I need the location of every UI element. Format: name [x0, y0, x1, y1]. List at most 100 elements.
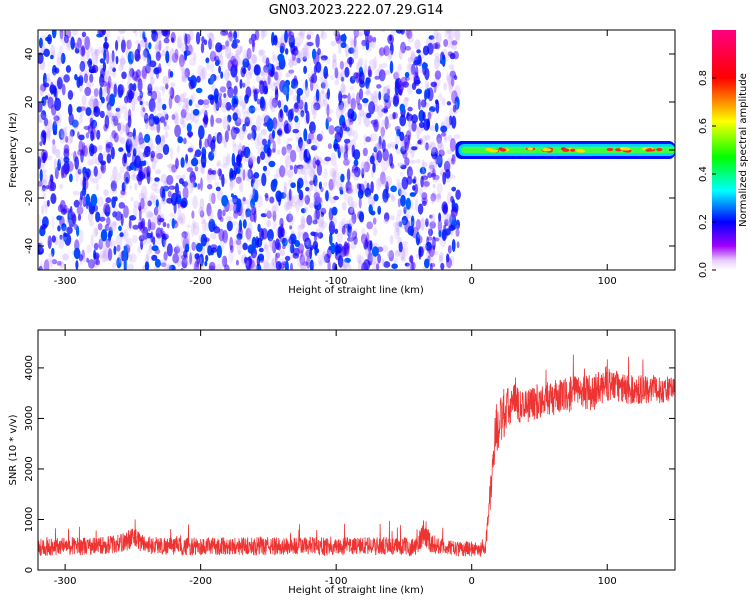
noise-speck: [164, 131, 169, 139]
noise-speck: [275, 227, 279, 238]
x-tick-label: 0: [469, 276, 475, 287]
noise-speck: [397, 81, 405, 93]
noise-speck: [160, 134, 166, 147]
noise-speck: [192, 108, 200, 116]
noise-speck: [386, 143, 392, 149]
noise-speck: [69, 129, 75, 137]
noise-speck: [272, 217, 277, 230]
noise-speck: [432, 175, 439, 183]
noise-speck: [138, 207, 142, 221]
noise-speck: [238, 95, 244, 107]
noise-speck: [181, 119, 187, 129]
noise-speck: [226, 220, 233, 232]
noise-speck: [419, 187, 423, 197]
noise-speck: [433, 55, 441, 70]
noise-speck: [153, 206, 159, 216]
noise-speck: [213, 55, 220, 62]
noise-speck: [90, 47, 94, 56]
noise-speck: [181, 257, 188, 269]
noise-speck: [143, 30, 147, 36]
noise-speck: [320, 89, 325, 95]
noise-speck: [359, 88, 363, 100]
noise-speck: [81, 31, 87, 38]
noise-speck: [358, 255, 364, 265]
noise-speck: [167, 68, 172, 79]
noise-speck: [384, 116, 389, 130]
noise-speck: [293, 194, 300, 204]
noise-speck: [155, 51, 161, 61]
noise-speck: [223, 96, 230, 102]
noise-speck: [431, 36, 436, 49]
noise-speck: [38, 265, 43, 270]
noise-speck: [437, 193, 441, 198]
noise-speck: [424, 79, 430, 91]
noise-speck: [305, 79, 308, 91]
noise-speck: [451, 77, 455, 87]
noise-speck: [287, 168, 294, 179]
noise-speck: [314, 141, 320, 149]
noise-speck: [397, 220, 403, 229]
noise-speck: [41, 179, 48, 187]
noise-speck: [149, 125, 157, 131]
noise-speck: [258, 49, 264, 58]
noise-speck: [162, 144, 170, 155]
noise-speck: [350, 40, 355, 54]
noise-speck: [426, 249, 432, 261]
noise-speck: [355, 72, 361, 84]
noise-speck: [331, 177, 338, 187]
noise-speck: [367, 251, 373, 266]
noise-speck: [106, 104, 113, 118]
noise-speck: [99, 86, 103, 101]
noise-speck: [300, 165, 304, 171]
noise-speck: [308, 159, 314, 170]
noise-speck: [451, 213, 456, 220]
noise-speck: [148, 42, 152, 50]
noise-speck: [410, 52, 417, 62]
noise-speck: [110, 240, 117, 247]
noise-speck: [271, 262, 275, 270]
noise-speck: [324, 156, 332, 162]
noise-speck: [100, 229, 108, 242]
noise-speck: [181, 72, 185, 82]
noise-speck: [453, 134, 461, 139]
noise-speck: [428, 162, 434, 173]
noise-speck: [93, 252, 100, 260]
noise-speck: [109, 60, 116, 70]
noise-speck: [299, 257, 305, 270]
noise-speck: [115, 107, 121, 112]
noise-speck: [208, 38, 213, 50]
noise-speck: [367, 65, 372, 78]
noise-speck: [271, 97, 279, 108]
noise-speck: [434, 52, 440, 58]
noise-speck: [283, 185, 287, 198]
noise-speck: [446, 72, 449, 82]
noise-speck: [211, 148, 217, 157]
noise-speck: [289, 225, 293, 230]
noise-speck: [127, 131, 134, 138]
noise-speck: [348, 128, 355, 137]
noise-speck: [299, 137, 303, 151]
noise-speck: [273, 82, 280, 87]
noise-speck: [194, 149, 202, 158]
noise-speck: [249, 169, 253, 177]
noise-speck: [349, 37, 354, 46]
band-peak: [542, 148, 552, 152]
noise-speck: [127, 108, 132, 121]
noise-speck: [303, 262, 308, 270]
y-tick-label: 4000: [24, 355, 35, 380]
noise-speck: [398, 188, 402, 197]
noise-speck: [271, 81, 278, 92]
noise-speck: [248, 130, 255, 142]
noise-speck: [334, 79, 340, 86]
noise-speck: [113, 83, 118, 98]
noise-speck: [374, 75, 380, 80]
noise-speck: [381, 198, 388, 204]
noise-speck: [43, 152, 48, 162]
noise-speck: [112, 67, 116, 72]
band-peak: [570, 148, 576, 152]
noise-speck: [275, 190, 282, 201]
noise-speck: [272, 140, 276, 153]
noise-speck: [99, 216, 106, 222]
